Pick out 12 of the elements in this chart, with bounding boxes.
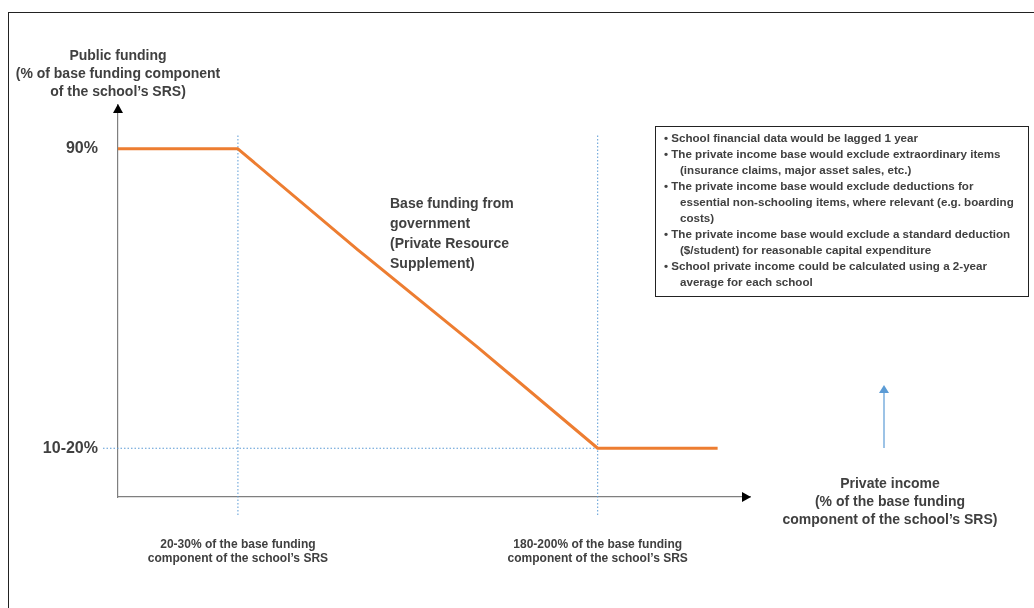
text: 10-20% [41, 439, 98, 457]
text: • School financial data would be lagged 1 year [664, 130, 920, 146]
text: 90% [64, 139, 98, 157]
annotation: • The private income base would exclude a standard deduction ($/student) for reasonable capital expenditure [664, 226, 1012, 258]
y-axis-title: Public funding (% of base funding component of the school’s SRS) [14, 46, 222, 100]
annotation: Base funding from government (Private Resource Supplement) [390, 194, 514, 273]
annotation: • The private income base would exclude extraordinary items (insurance claims, major asset sales, etc.) [664, 146, 1002, 178]
annotation: • The private income base would exclude deductions for essential non-schooling items, where relevant (e.g. boarding costs) [664, 178, 1015, 226]
x-axis-title: Private income (% of the base funding component of the school’s SRS) [781, 474, 999, 528]
annotation: • School private income could be calculated using a 2-year average for each school [664, 258, 988, 290]
x-tick-label: 180-200% of the base funding component of the school’s SRS [507, 536, 688, 565]
x-tick-label: 20-30% of the base funding component of the school’s SRS [147, 536, 329, 565]
